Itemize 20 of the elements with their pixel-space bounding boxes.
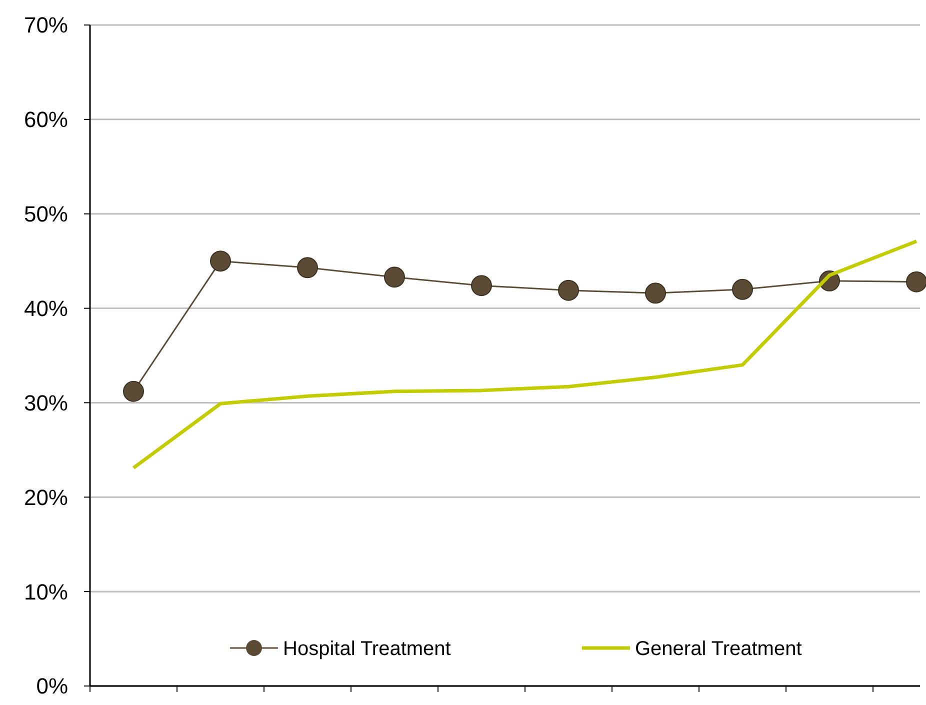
y-tick-label: 10% <box>24 579 68 604</box>
point <box>384 266 405 288</box>
line-series <box>132 239 918 470</box>
point <box>645 282 666 304</box>
y-tick-label: 70% <box>24 12 68 38</box>
legend-label: Hospital Treatment <box>283 638 452 660</box>
point <box>906 271 926 292</box>
point <box>471 275 492 296</box>
point <box>558 280 579 301</box>
legend-label: General Treatment <box>635 638 802 660</box>
y-tick-label: 30% <box>24 390 68 416</box>
point <box>297 257 318 278</box>
y-tick-label: 0% <box>36 674 68 699</box>
y-tick-label: 60% <box>24 107 68 132</box>
point <box>123 380 144 402</box>
y-tick-label: 40% <box>24 296 68 321</box>
y-tick-label: 20% <box>24 484 68 510</box>
point <box>732 278 753 300</box>
y-tick-label: 50% <box>24 202 68 227</box>
point <box>210 250 231 272</box>
